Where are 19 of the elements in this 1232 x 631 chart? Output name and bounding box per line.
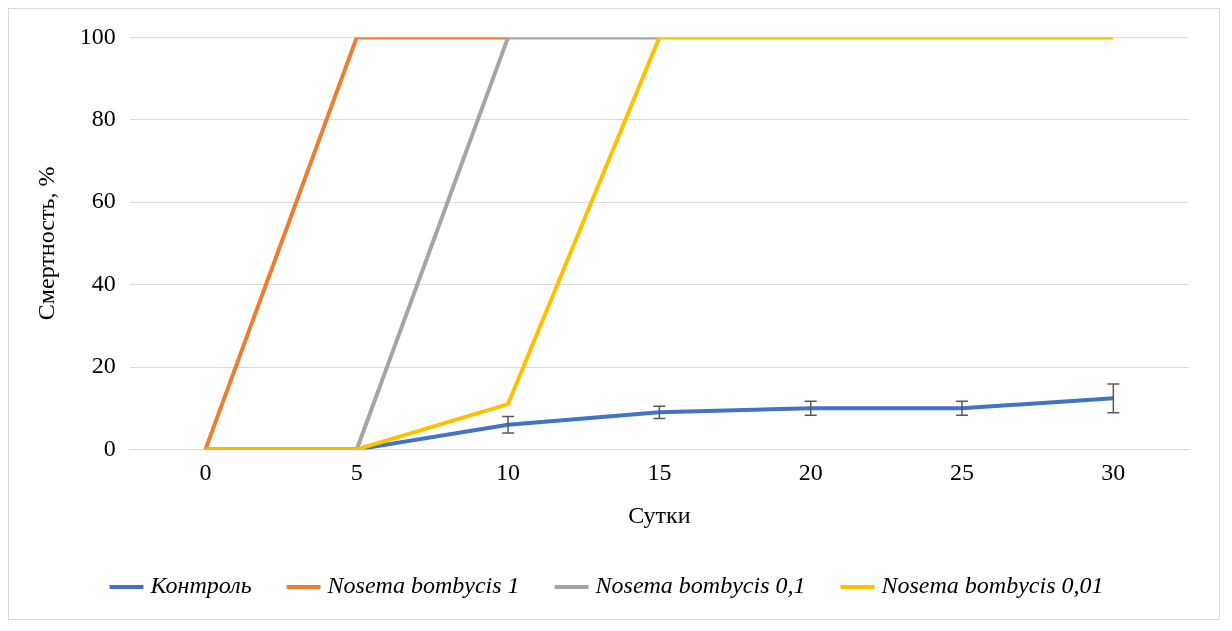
x-tick-label: 25 xyxy=(950,459,975,486)
y-tick-label: 40 xyxy=(91,269,116,296)
y-tick-label: 60 xyxy=(91,187,116,214)
legend-label: Контроль xyxy=(149,572,252,599)
x-tick-label: 20 xyxy=(798,459,823,486)
y-tick-label: 80 xyxy=(91,105,116,132)
legend-label: Nosema bombycis 1 xyxy=(326,572,520,599)
legend-label: Nosema bombycis 0,1 xyxy=(594,572,806,599)
x-tick-label: 0 xyxy=(199,459,212,486)
y-tick-label: 20 xyxy=(91,352,116,379)
x-tick-label: 10 xyxy=(496,459,521,486)
x-tick-label: 5 xyxy=(350,459,363,486)
y-axis-title: Смертность, % xyxy=(32,166,59,321)
x-tick-label: 30 xyxy=(1101,459,1126,486)
x-tick-label: 15 xyxy=(647,459,672,486)
y-tick-label: 100 xyxy=(79,22,116,49)
legend-label: Nosema bombycis 0,01 xyxy=(880,572,1104,599)
x-axis-title: Сутки xyxy=(628,501,691,528)
y-tick-label: 0 xyxy=(103,434,116,461)
